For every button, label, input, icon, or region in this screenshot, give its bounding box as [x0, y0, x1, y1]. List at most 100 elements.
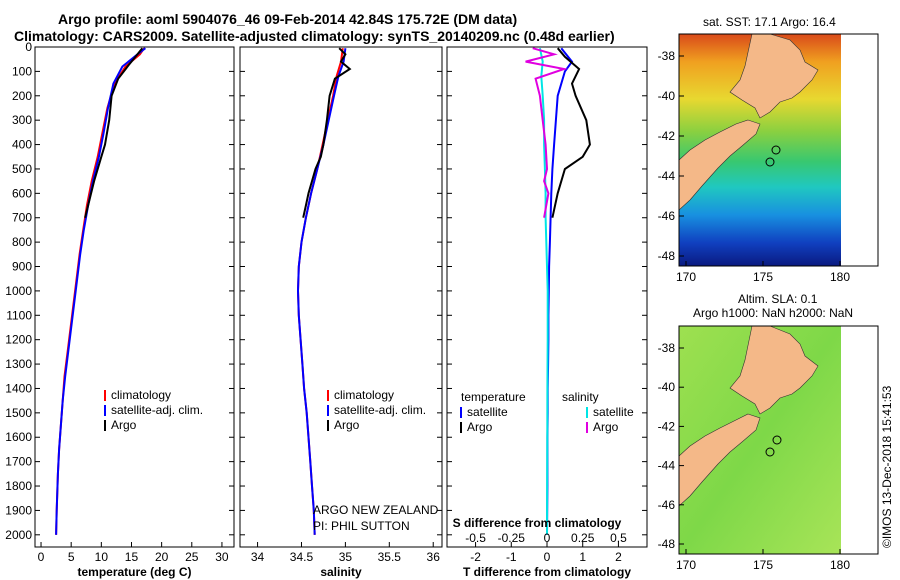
map-lon-tick-label: 175: [753, 270, 773, 284]
difference-secondary-xtick-label: -0.25: [498, 531, 526, 545]
difference-secondary-xlabel: S difference from climatology: [453, 516, 622, 530]
difference-secondary-xtick-label: 0.25: [571, 531, 595, 545]
salinity-xtick-label: 34.5: [290, 550, 314, 564]
temperature-plot: 0 5 10 15 20 25 300100200300400500600700800900…: [5, 40, 234, 579]
salinity-xtick-label: 35: [339, 550, 353, 564]
map-lon-tick-label: 180: [830, 558, 850, 572]
depth-tick-label: 1800: [5, 479, 32, 493]
depth-tick-label: 1700: [5, 455, 32, 469]
salinity-series-climatology: [296, 48, 344, 535]
difference-xtick-label: 1: [579, 550, 586, 564]
map-lon-tick-label: 170: [676, 558, 696, 572]
sla-map-title-line1: Altim. SLA: 0.1: [738, 292, 818, 306]
difference-xlabel: T difference from climatology: [463, 565, 631, 579]
temperature-xtick-label: 25: [185, 550, 199, 564]
sst-land-north-island: [729, 33, 819, 119]
difference-legend-temp-label: Argo: [467, 420, 493, 434]
temperature-xtick-label: 0: [38, 550, 45, 564]
salinity-plot: 34 34.5 35 35.5 36 salinity climatologysatelli…: [240, 46, 442, 579]
depth-tick-label: 400: [12, 138, 32, 152]
float-info-line1: ARGO NEW ZEALAND: [313, 503, 439, 517]
depth-tick-label: 800: [12, 235, 32, 249]
difference-xtick-label: -1: [506, 550, 517, 564]
depth-tick-label: 1400: [5, 381, 32, 395]
sla-land-north-island: [729, 325, 819, 415]
sla-map-title-line2: Argo h1000: NaN h2000: NaN: [693, 306, 854, 320]
temperature-xtick-label: 5: [68, 550, 75, 564]
depth-tick-label: 100: [12, 64, 32, 78]
difference-secondary-xtick-label: -0.5: [465, 531, 486, 545]
sst-map: [678, 33, 879, 267]
salinity-legend-label: Argo: [334, 418, 360, 432]
map-lat-tick-label: -44: [658, 459, 676, 473]
temperature-legend-label: satellite-adj. clim.: [111, 403, 203, 417]
depth-tick-label: 2000: [5, 528, 32, 542]
depth-tick-label: 1500: [5, 406, 32, 420]
sst-map-title: sat. SST: 17.1 Argo: 16.4: [703, 15, 836, 29]
difference-xtick-label: 2: [615, 550, 622, 564]
map-lat-tick-label: -40: [658, 89, 676, 103]
map-lat-tick-label: -42: [658, 419, 676, 433]
depth-tick-label: 1100: [6, 308, 32, 322]
difference-plot: -2 -1 0 1 2T difference from climatology temp…: [447, 46, 647, 579]
temperature-legend-label: climatology: [111, 388, 171, 402]
float-info-line2: PI: PHIL SUTTON: [313, 519, 410, 533]
difference-secondary-xtick-label: 0.5: [610, 531, 627, 545]
map-lon-tick-label: 175: [753, 558, 773, 572]
depth-tick-label: 900: [12, 260, 32, 274]
salinity-xtick-label: 35.5: [378, 550, 402, 564]
difference-series-salinity-satellite: [538, 47, 549, 535]
depth-tick-label: 1000: [5, 284, 32, 298]
difference-legend-sal-label: satellite: [593, 405, 634, 419]
difference-xtick-label: -2: [470, 550, 481, 564]
sla-land-south-island: [678, 413, 761, 507]
temperature-xtick-label: 10: [95, 550, 109, 564]
sst-land-south-island: [678, 119, 761, 211]
salinity-series-satellite-adj-clim-: [296, 48, 347, 535]
temperature-xtick-label: 15: [125, 550, 139, 564]
temperature-xtick-label: 20: [155, 550, 169, 564]
salinity-xtick-label: 34: [251, 550, 265, 564]
salinity-xtick-label: 36: [427, 550, 441, 564]
map-lon-tick-label: 180: [830, 270, 850, 284]
map-lat-tick-label: -38: [658, 341, 676, 355]
temperature-series-climatology: [55, 47, 145, 535]
difference-xtick-label: 0: [544, 550, 551, 564]
difference-legend-sal-label: Argo: [593, 420, 619, 434]
map-lon-tick-label: 170: [676, 270, 696, 284]
imos-credit: ©IMOS 13-Dec-2018 15:41:53: [880, 385, 894, 548]
salinity-plot-frame: [239, 46, 443, 548]
difference-secondary-xtick-label: 0: [544, 531, 551, 545]
difference-legend-temp-label: satellite: [467, 405, 508, 419]
map-lat-tick-label: -38: [658, 49, 676, 63]
depth-tick-label: 1600: [5, 430, 32, 444]
sla-map: [678, 325, 879, 555]
difference-series-temperature-argo: [551, 47, 591, 218]
figure-title-line2: Climatology: CARS2009. Satellite-adjuste…: [14, 28, 615, 44]
map-lat-tick-label: -40: [658, 380, 676, 394]
depth-tick-label: 300: [12, 113, 32, 127]
depth-tick-label: 1300: [5, 357, 32, 371]
map-lat-tick-label: -46: [658, 498, 676, 512]
difference-series-temperature-satellite: [546, 47, 574, 535]
depth-tick-label: 200: [12, 89, 32, 103]
difference-legend-sal-header: salinity: [562, 390, 599, 404]
temperature-legend-label: Argo: [111, 418, 137, 432]
map-lat-tick-label: -48: [658, 249, 676, 263]
salinity-xlabel: salinity: [320, 565, 362, 579]
difference-legend-temp-header: temperature: [461, 390, 526, 404]
temperature-series-argo: [84, 47, 144, 218]
salinity-series-argo: [302, 47, 352, 218]
temperature-plot-frame: [34, 46, 235, 548]
depth-tick-label: 700: [12, 211, 32, 225]
temperature-xlabel: temperature (deg C): [77, 565, 191, 579]
difference-series-salinity-argo: [525, 47, 568, 218]
temperature-series-satellite-adj-clim-: [55, 47, 147, 535]
salinity-legend-label: satellite-adj. clim.: [334, 403, 426, 417]
temperature-xtick-label: 30: [215, 550, 229, 564]
map-lat-tick-label: -42: [658, 129, 676, 143]
salinity-legend-label: climatology: [334, 388, 394, 402]
map-lat-tick-label: -48: [658, 537, 676, 551]
